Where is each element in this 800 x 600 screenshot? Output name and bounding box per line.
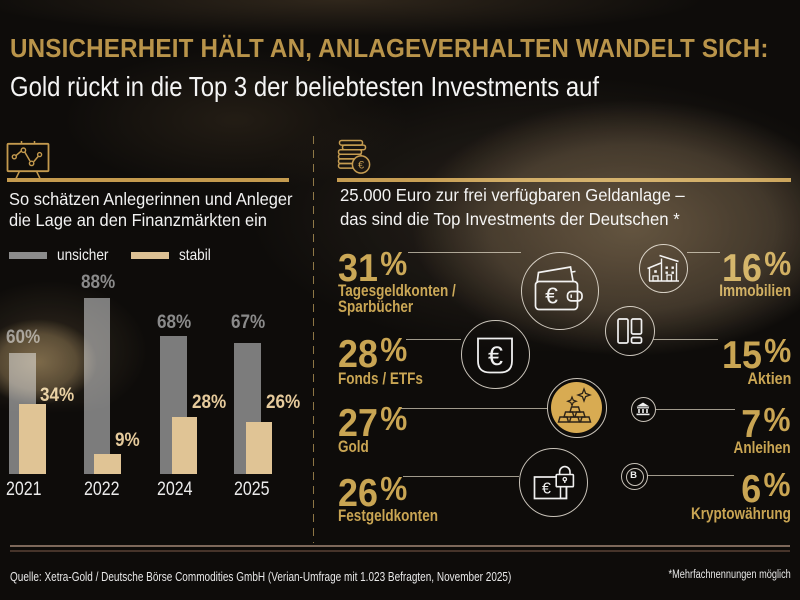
svg-text:€: € xyxy=(545,283,558,309)
svg-text:€: € xyxy=(358,159,364,171)
svg-text:€: € xyxy=(488,341,503,371)
svg-text:€: € xyxy=(542,481,551,498)
